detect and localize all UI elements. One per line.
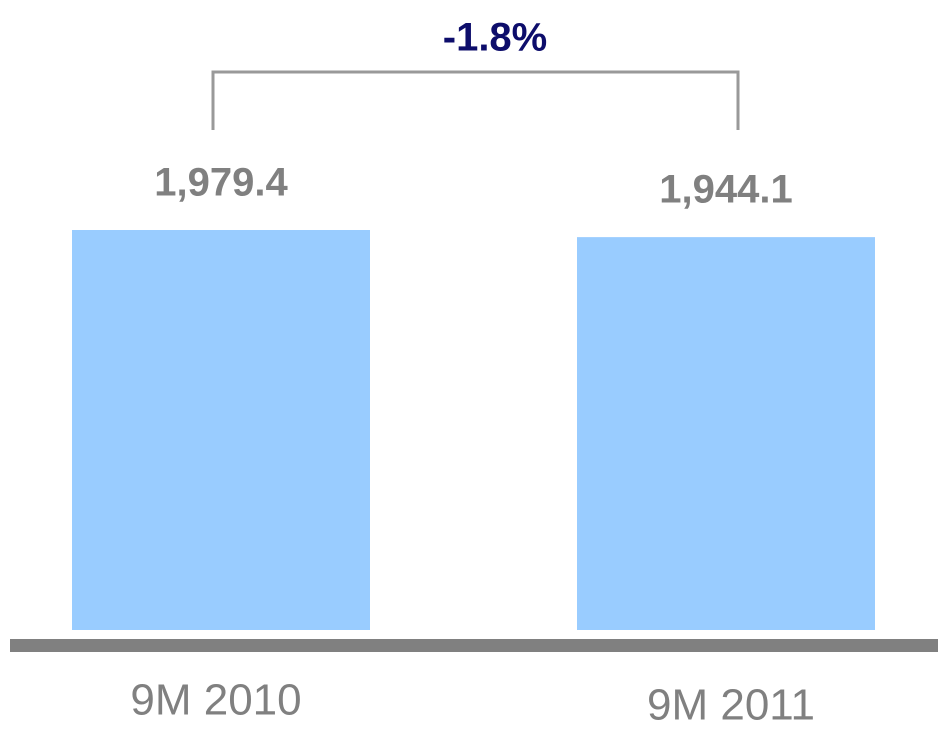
baseline: [10, 639, 938, 652]
value-label: 1,979.4: [154, 161, 288, 205]
x-tick-label: 9M 2011: [647, 681, 815, 730]
change-bracket: [211, 70, 740, 130]
x-tick-label: 9M 2010: [130, 676, 301, 725]
change-annotation: -1.8%: [443, 16, 548, 60]
value-label: 1,944.1: [659, 168, 792, 212]
bar: [72, 230, 370, 630]
bar: [577, 237, 875, 630]
